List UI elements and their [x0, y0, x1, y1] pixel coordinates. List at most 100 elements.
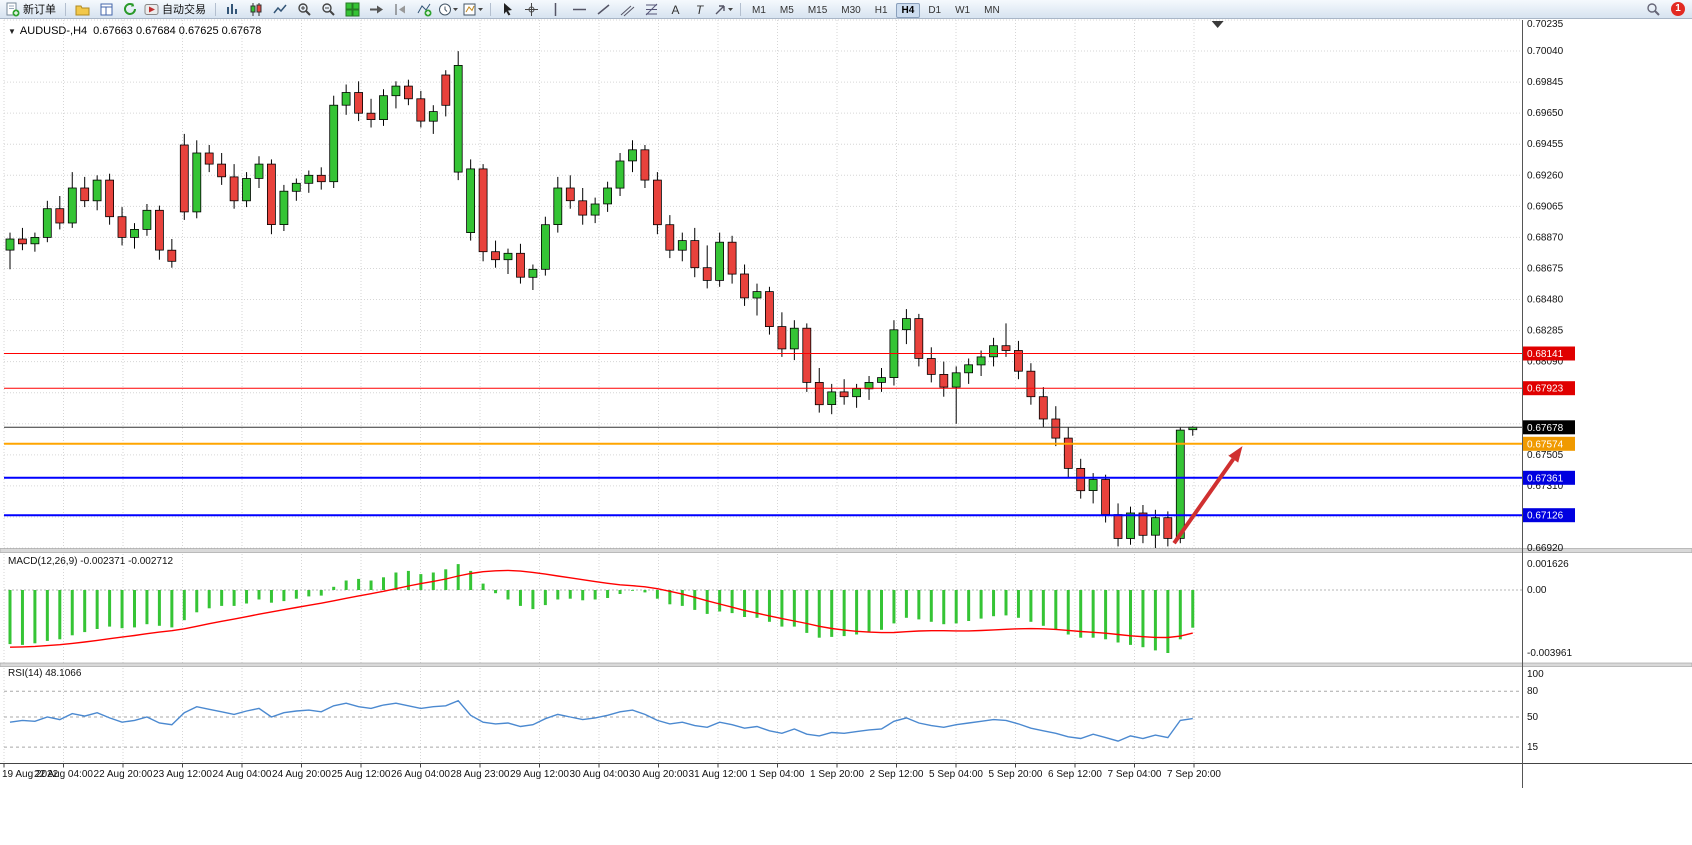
indicators-icon	[417, 2, 432, 17]
crosshair-button[interactable]	[519, 1, 543, 18]
horizontal-line-icon	[572, 2, 587, 17]
svg-text:0.67923: 0.67923	[1527, 384, 1564, 395]
line-chart-button[interactable]	[268, 1, 292, 18]
zoom-out-icon	[321, 2, 336, 17]
svg-text:0.68675: 0.68675	[1527, 263, 1564, 274]
indicators-button[interactable]	[412, 1, 436, 18]
horizontal-line-button[interactable]	[567, 1, 591, 18]
timeframe-M15[interactable]: M15	[807, 5, 828, 16]
collapse-arrow-icon[interactable]: ▼	[8, 27, 16, 36]
arrows-button[interactable]	[711, 1, 736, 18]
svg-text:80: 80	[1527, 686, 1539, 697]
periods-button[interactable]	[436, 1, 461, 18]
timeframe-H4[interactable]: H4	[895, 3, 921, 18]
auto-scroll-icon	[369, 2, 384, 17]
horizontal-line[interactable]: 0.67923	[4, 381, 1575, 396]
autotrading-button[interactable]: 自动交易	[142, 1, 211, 18]
label-button[interactable]: T	[687, 1, 711, 18]
svg-text:1 Sep 04:00: 1 Sep 04:00	[751, 769, 805, 780]
svg-text:19 Aug 2022: 19 Aug 2022	[2, 769, 59, 780]
timeframe-W1[interactable]: W1	[955, 5, 971, 16]
refresh-button[interactable]	[118, 1, 142, 18]
svg-text:0.67574: 0.67574	[1527, 439, 1564, 450]
svg-text:7 Sep 20:00: 7 Sep 20:00	[1167, 769, 1221, 780]
svg-text:A: A	[671, 3, 679, 17]
svg-text:7 Sep 04:00: 7 Sep 04:00	[1108, 769, 1162, 780]
fibonacci-button[interactable]	[639, 1, 663, 18]
templates-button[interactable]	[461, 1, 486, 18]
candlestick-chart-icon	[249, 2, 264, 17]
svg-text:0.70235: 0.70235	[1527, 19, 1564, 30]
crosshair-icon	[524, 2, 539, 17]
timeframe-M1[interactable]: M1	[752, 5, 766, 16]
toolbar-separator	[215, 2, 216, 16]
svg-text:0.67505: 0.67505	[1527, 450, 1564, 461]
autotrading-icon	[144, 2, 159, 17]
vertical-line-icon	[548, 2, 563, 17]
timeframe-M30[interactable]: M30	[841, 5, 861, 16]
horizontal-line[interactable]: 0.67574	[4, 436, 1575, 451]
zoom-out-button[interactable]	[316, 1, 340, 18]
chart-shift-marker[interactable]	[1211, 21, 1224, 28]
data-window-icon	[99, 2, 114, 17]
svg-text:30 Aug 20:00: 30 Aug 20:00	[629, 769, 688, 780]
rsi-label: RSI(14) 48.1066	[8, 668, 82, 679]
auto-scroll-button[interactable]	[364, 1, 388, 18]
cursor-button[interactable]	[495, 1, 519, 18]
price-tag	[1523, 508, 1575, 523]
chart-shift-button[interactable]	[388, 1, 412, 18]
zoom-in-button[interactable]	[292, 1, 316, 18]
new-order-label: 新订单	[23, 4, 56, 16]
bar-chart-button[interactable]	[220, 1, 244, 18]
svg-text:6 Sep 12:00: 6 Sep 12:00	[1048, 769, 1102, 780]
svg-text:1 Sep 20:00: 1 Sep 20:00	[810, 769, 864, 780]
svg-text:28 Aug 23:00: 28 Aug 23:00	[451, 769, 510, 780]
timeframe-MN[interactable]: MN	[984, 5, 1000, 16]
bar-chart-icon	[225, 2, 240, 17]
text-button[interactable]: A	[663, 1, 687, 18]
svg-text:0.68870: 0.68870	[1527, 232, 1564, 243]
toolbar-right: 1	[1641, 1, 1689, 18]
horizontal-line[interactable]: 0.68141	[4, 346, 1575, 361]
svg-text:22 Aug 20:00: 22 Aug 20:00	[94, 769, 153, 780]
chart-title: ▼ AUDUSD-,H4 0.67663 0.67684 0.67625 0.676…	[8, 25, 261, 37]
timeframe-group: M1 M5 M15 M30 H1 H4 D1 W1 MN	[745, 0, 1007, 18]
svg-text:31 Aug 12:00: 31 Aug 12:00	[689, 769, 748, 780]
svg-text:0.67678: 0.67678	[1527, 423, 1564, 434]
horizontal-line[interactable]: 0.67678	[4, 420, 1575, 435]
svg-text:0.00: 0.00	[1527, 585, 1547, 596]
profiles-button[interactable]	[70, 1, 94, 18]
line-chart-icon	[272, 2, 288, 17]
toolbar-separator	[740, 2, 741, 16]
candlestick-chart-button[interactable]	[244, 1, 268, 18]
tile-windows-icon	[345, 2, 360, 17]
svg-text:0.67361: 0.67361	[1527, 473, 1564, 484]
search-button[interactable]	[1641, 1, 1665, 18]
timeframe-M5[interactable]: M5	[779, 5, 794, 16]
timeframe-D1[interactable]: D1	[928, 5, 942, 16]
trendline-button[interactable]	[591, 1, 615, 18]
symbol-period-label: AUDUSD-,H4	[19, 25, 88, 37]
svg-text:0.66920: 0.66920	[1527, 543, 1564, 554]
trend-arrow[interactable]	[1172, 446, 1243, 545]
data-window-button[interactable]	[94, 1, 118, 18]
channel-button[interactable]	[615, 1, 639, 18]
refresh-icon	[123, 2, 138, 17]
toolbar-separator	[65, 2, 66, 16]
new-order-button[interactable]: 新订单	[3, 1, 61, 18]
svg-text:15: 15	[1527, 742, 1539, 753]
timeframe-H1[interactable]: H1	[874, 5, 888, 16]
new-order-icon	[5, 2, 20, 17]
svg-text:0.68285: 0.68285	[1527, 326, 1564, 337]
horizontal-line[interactable]: 0.67361	[4, 470, 1575, 485]
horizontal-line[interactable]: 0.67126	[4, 508, 1575, 523]
label-icon: T	[692, 2, 707, 17]
svg-text:25 Aug 12:00: 25 Aug 12:00	[332, 769, 391, 780]
vertical-line-button[interactable]	[543, 1, 567, 18]
text-icon: A	[668, 2, 683, 17]
notification-badge[interactable]: 1	[1671, 2, 1685, 16]
fibonacci-icon	[644, 2, 659, 17]
tile-windows-button[interactable]	[340, 1, 364, 18]
templates-icon	[463, 2, 484, 17]
